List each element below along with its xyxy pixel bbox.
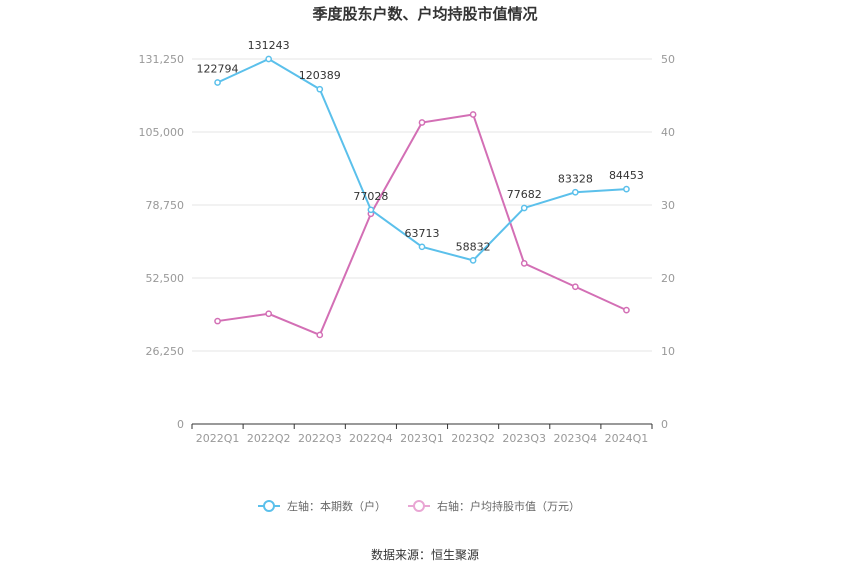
data-point <box>265 310 273 318</box>
data-point <box>571 188 579 196</box>
y-right-tick-label: 50 <box>661 53 675 66</box>
x-tick-label: 2022Q2 <box>247 432 291 445</box>
data-label: 84453 <box>609 169 644 182</box>
data-label: 131243 <box>248 39 290 52</box>
x-tick-label: 2023Q4 <box>554 432 598 445</box>
legend-label: 右轴：户均持股市值（万元） <box>437 499 580 513</box>
source-note: 数据来源：恒生聚源 <box>371 547 479 562</box>
x-tick-label: 2022Q1 <box>196 432 240 445</box>
y-left-tick-label: 131,250 <box>139 53 185 66</box>
data-point <box>214 79 221 86</box>
x-axis: 2022Q1 2022Q2 2022Q3 2022Q4 2023Q1 2023Q2 2023… <box>191 423 653 445</box>
y-left-tick-label: 26,250 <box>146 345 185 358</box>
y-left-tick-label: 52,500 <box>146 272 185 285</box>
data-label: 83328 <box>558 172 593 185</box>
data-point <box>623 185 630 193</box>
grid <box>192 58 652 352</box>
y-right-tick-label: 30 <box>661 199 675 212</box>
data-point <box>316 331 324 339</box>
left-axis: 0 26,250 52,500 78,750 105,000 131,250 <box>139 53 185 431</box>
legend-item[interactable]: 右轴：户均持股市值（万元） <box>408 499 580 513</box>
x-tick-label: 2023Q2 <box>451 432 495 445</box>
x-tick-label: 2022Q3 <box>298 432 342 445</box>
y-right-tick-label: 10 <box>661 345 675 358</box>
y-right-tick-label: 20 <box>661 272 675 285</box>
data-point <box>367 206 375 214</box>
y-left-tick-label: 0 <box>177 418 184 431</box>
y-left-tick-label: 78,750 <box>146 199 185 212</box>
series-line <box>217 113 627 337</box>
data-point <box>623 306 630 314</box>
data-point <box>469 257 477 264</box>
data-point <box>571 283 579 291</box>
x-tick-label: 2022Q4 <box>349 432 393 445</box>
data-label: 122794 <box>197 63 239 76</box>
y-right-tick-label: 40 <box>661 126 675 139</box>
x-tick-label: 2023Q3 <box>502 432 546 445</box>
data-point <box>469 111 477 118</box>
legend: 左轴：本期数（户） 右轴：户均持股市值（万元） <box>258 499 580 513</box>
data-point <box>316 85 324 93</box>
series-avg-value <box>214 111 630 339</box>
x-tick-label: 2023Q1 <box>400 432 444 445</box>
y-right-tick-label: 0 <box>661 418 668 431</box>
legend-label: 左轴：本期数（户） <box>287 499 386 513</box>
legend-swatch-marker <box>263 500 275 512</box>
legend-item[interactable]: 左轴：本期数（户） <box>258 499 386 513</box>
series-holders: 122794 131243 120389 77028 63713 58832 77682 83… <box>197 39 644 264</box>
legend-swatch-marker <box>413 500 425 512</box>
y-left-tick-label: 105,000 <box>139 126 185 139</box>
right-axis: 0 10 20 30 40 50 <box>661 53 675 431</box>
series-layer: 122794 131243 120389 77028 63713 58832 77682 83… <box>197 39 644 339</box>
x-tick-label: 2024Q1 <box>605 432 649 445</box>
data-point <box>520 260 528 267</box>
chart-title: 季度股东户数、户均持股市值情况 <box>312 5 537 23</box>
data-point <box>214 317 221 325</box>
data-label: 77028 <box>353 190 388 203</box>
data-point <box>418 119 426 126</box>
data-label: 58832 <box>456 240 491 253</box>
data-label: 63713 <box>405 227 440 240</box>
data-point <box>520 204 528 212</box>
data-label: 77682 <box>507 188 542 201</box>
data-label: 120389 <box>299 69 341 82</box>
data-point <box>265 55 273 63</box>
data-point <box>418 243 426 251</box>
